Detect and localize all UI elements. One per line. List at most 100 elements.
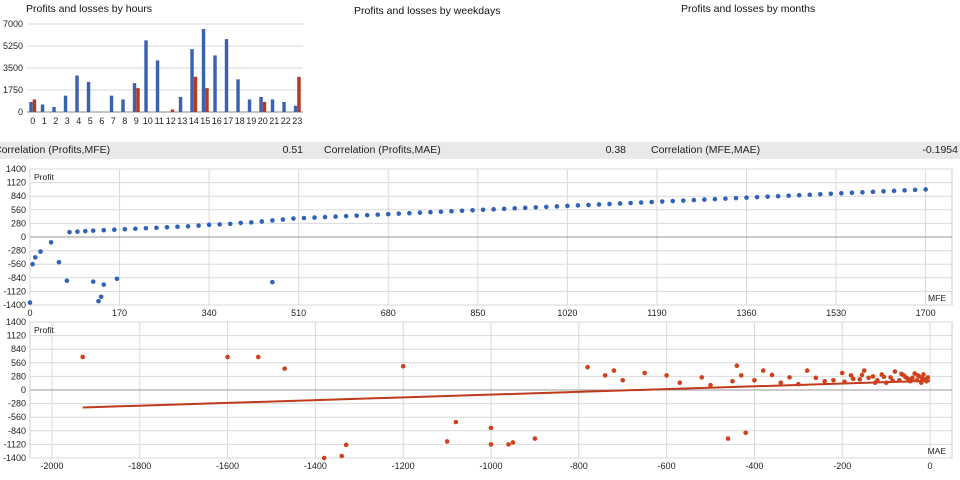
mfe-ylabel: Profit xyxy=(34,172,54,182)
mfe-point xyxy=(143,225,149,231)
mae-xtick-label: -600 xyxy=(658,461,676,471)
hours-xtick-label: 14 xyxy=(189,116,199,126)
mfe-xtick-label: 680 xyxy=(381,308,396,318)
mae-point xyxy=(769,372,775,378)
mfe-point xyxy=(617,201,623,206)
mfe-point xyxy=(754,194,760,200)
mae-point xyxy=(620,377,626,383)
months-chart-panel: Profits and losses by months 01000200030… xyxy=(651,0,960,140)
mae-xtick-label: -1600 xyxy=(216,461,239,471)
mfe-point xyxy=(417,210,423,216)
mfe-point xyxy=(217,222,222,227)
mfe-ytick-label: 1120 xyxy=(7,178,26,188)
months-chart-title: Profits and losses by months xyxy=(681,3,816,15)
mfe-ytick-label: -560 xyxy=(8,259,26,269)
mfe-point xyxy=(38,249,43,254)
mfe-point xyxy=(554,204,560,209)
corr-profits-mae-label: Correlation (Profits,MAE) xyxy=(324,144,441,156)
hours-xtick-label: 22 xyxy=(281,116,291,126)
mfe-point xyxy=(891,188,897,194)
mae-point xyxy=(778,380,784,386)
hours-loss-bar xyxy=(205,88,209,112)
hours-ytick-label: 0 xyxy=(18,107,23,117)
mae-ytick-label: -1120 xyxy=(4,439,26,449)
mae-point xyxy=(899,371,904,377)
mae-point xyxy=(888,375,893,380)
hours-loss-bar xyxy=(297,76,301,112)
mfe-point xyxy=(438,209,444,215)
mae-point xyxy=(883,380,889,386)
mfe-point xyxy=(533,205,539,210)
corr-mfe-mae-value: -0.1954 xyxy=(922,144,958,156)
mfe-point xyxy=(322,214,328,220)
hours-xtick-label: 2 xyxy=(53,116,58,126)
mae-scatter-panel: -1400 -1120 -840 -560 -280 0 280 560 840 1120 1400… xyxy=(0,317,960,475)
mfe-point xyxy=(301,215,307,221)
hours-xtick-label: 0 xyxy=(30,116,35,126)
mae-point xyxy=(925,375,931,380)
hours-xtick-label: 12 xyxy=(166,116,176,126)
hours-profit-bar xyxy=(109,95,114,112)
mae-point xyxy=(897,377,902,383)
mae-point xyxy=(699,375,705,380)
mfe-point xyxy=(470,207,475,213)
mfe-ytick-label: 0 xyxy=(21,232,26,242)
hours-profit-bar xyxy=(259,96,263,112)
hours-loss-bar xyxy=(170,109,175,112)
mfe-point xyxy=(227,221,233,227)
mfe-xtick-label: 1190 xyxy=(647,308,666,318)
hours-xtick-label: 19 xyxy=(246,116,256,126)
mfe-point xyxy=(544,204,549,210)
mfe-point xyxy=(681,198,686,203)
mae-point xyxy=(892,369,898,374)
hours-ytick-label: 5250 xyxy=(3,41,23,51)
mfe-point xyxy=(48,240,54,245)
mfe-ytick-label: 1400 xyxy=(6,165,26,174)
mfe-point xyxy=(691,197,697,203)
mfe-point xyxy=(67,229,72,235)
mfe-point xyxy=(807,192,813,198)
mae-point xyxy=(921,372,926,377)
mae-ytick-label: 840 xyxy=(11,344,26,354)
mae-point xyxy=(842,379,847,385)
mae-point xyxy=(256,354,261,360)
mae-point xyxy=(510,440,516,445)
mfe-point xyxy=(259,219,265,224)
mfe-point xyxy=(596,202,602,207)
mae-ylabel: Profit xyxy=(34,325,54,335)
mfe-point xyxy=(396,211,402,216)
hours-xtick-label: 4 xyxy=(76,116,81,126)
mfe-point xyxy=(30,261,35,267)
mfe-ytick-label: -280 xyxy=(8,246,26,256)
mfe-point xyxy=(659,199,665,204)
mae-xtick-label: 0 xyxy=(928,461,933,471)
hours-profit-bar xyxy=(178,96,183,112)
mfe-point xyxy=(164,224,170,230)
mfe-point xyxy=(649,199,654,205)
mae-point xyxy=(872,380,878,386)
mae-point xyxy=(282,366,287,371)
mfe-ytick-label: 840 xyxy=(11,191,26,201)
mae-point xyxy=(813,375,819,381)
mfe-point xyxy=(312,215,317,220)
hours-profit-bar xyxy=(86,81,91,112)
mae-point xyxy=(444,439,450,444)
mfe-point xyxy=(459,208,465,214)
mfe-point xyxy=(628,200,633,206)
mae-ytick-label: 280 xyxy=(11,371,26,381)
mae-point xyxy=(914,377,920,383)
hours-profit-bar xyxy=(201,29,206,112)
mfe-point xyxy=(744,195,749,200)
mfe-point xyxy=(923,187,928,192)
mfe-point xyxy=(133,226,138,232)
hours-loss-bar xyxy=(193,76,198,112)
mae-point xyxy=(611,368,617,373)
hours-profit-bar xyxy=(40,104,45,112)
mfe-point xyxy=(114,276,120,282)
mfe-point xyxy=(96,298,101,304)
mfe-point xyxy=(796,192,802,198)
hours-profit-bar xyxy=(236,79,240,112)
mae-point xyxy=(915,373,921,378)
mae-ytick-label: -280 xyxy=(8,399,26,409)
hours-ytick-label: 1750 xyxy=(3,85,23,95)
